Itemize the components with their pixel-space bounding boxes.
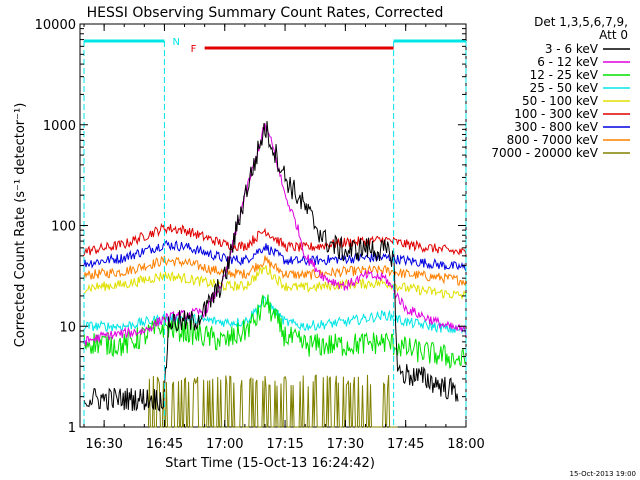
y-tick-label: 1: [68, 421, 76, 436]
series-line: [83, 294, 467, 369]
x-tick-label: 17:30: [327, 437, 364, 452]
series-3-6-kev: [83, 121, 459, 412]
series-300-800-kev: [83, 240, 467, 272]
series-line: [83, 240, 467, 272]
series-100-300-kev: [83, 222, 467, 256]
x-tick-label: 16:30: [85, 437, 122, 452]
y-tick-label: 10: [59, 320, 76, 335]
legend-label: 300 - 800 keV: [514, 120, 598, 134]
flags-layer: NF: [83, 37, 467, 427]
axes-layer: 16:30 16:45 17:00 17:15 17:30 17:45 18:00 1 10 10…: [35, 18, 485, 452]
legend-label: 25 - 50 keV: [530, 81, 599, 95]
y-tick-label: 100: [51, 220, 76, 235]
legend-label: 12 - 25 keV: [530, 68, 599, 82]
series-line: [83, 222, 467, 256]
series-7000-20000-kev: [147, 374, 398, 428]
legend-label: 800 - 7000 keV: [507, 133, 599, 147]
x-tick-label: 17:00: [206, 437, 243, 452]
legend-label: 3 - 6 keV: [545, 42, 599, 56]
x-axis-title: Start Time (15-Oct-13 16:24:42): [165, 456, 375, 471]
x-tick-label: 17:45: [387, 437, 424, 452]
plot-frame: [79, 23, 467, 428]
y-tick-label: 10000: [35, 18, 76, 33]
series-line: [83, 123, 467, 347]
series-6-12-kev: [83, 123, 467, 347]
legend-label: 100 - 300 keV: [514, 107, 598, 121]
legend-header-line-1: Det 1,3,5,6,7,9,: [534, 15, 628, 29]
legend-label: 7000 - 20000 keV: [491, 146, 598, 160]
x-tick-label: 17:15: [266, 437, 303, 452]
series-800-7000-kev: [83, 255, 467, 287]
chart-title: HESSI Observing Summary Count Rates, Cor…: [87, 5, 444, 21]
legend-label: 50 - 100 keV: [522, 94, 599, 108]
series-line: [83, 255, 467, 287]
series-layer: [83, 121, 467, 428]
series-line: [83, 296, 467, 335]
footer-timestamp: 15-Oct-2013 19:00: [570, 470, 636, 478]
x-tick-label: 16:45: [146, 437, 183, 452]
legend-header-line-2: Att 0: [599, 28, 628, 42]
y-axis-title: Corrected Count Rate (s⁻¹ detector⁻¹): [13, 103, 28, 348]
series-12-25-kev: [83, 294, 467, 369]
series-line: [147, 374, 398, 428]
legend-label: 6 - 12 keV: [537, 55, 599, 69]
y-tick-label: 1000: [43, 119, 76, 134]
night-label: N: [172, 37, 179, 48]
flare-label: F: [191, 44, 197, 55]
series-25-50-kev: [83, 296, 467, 335]
series-line: [83, 121, 459, 412]
series-50-100-kev: [83, 265, 467, 300]
series-line: [83, 265, 467, 300]
x-tick-label: 18:00: [447, 437, 484, 452]
